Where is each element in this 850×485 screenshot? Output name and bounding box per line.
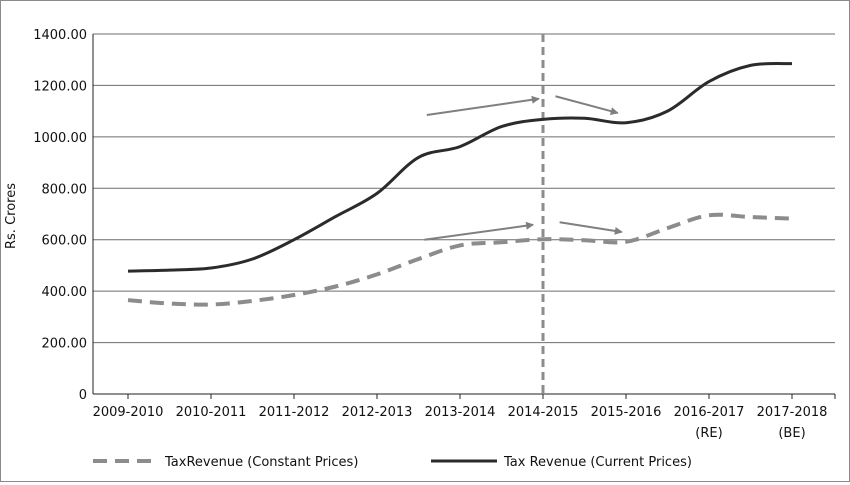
x-tick-label: 2009-2010 [93, 405, 164, 420]
x-tick-sublabel: (BE) [778, 426, 805, 441]
annotation-arrow [559, 221, 623, 235]
legend: TaxRevenue (Constant Prices) Tax Revenue… [93, 455, 692, 470]
y-tick-label: 0 [79, 388, 87, 403]
y-tick-label: 800.00 [42, 182, 88, 197]
x-tick-label: 2013-2014 [425, 405, 496, 420]
legend-current-label: Tax Revenue (Current Prices) [503, 455, 692, 470]
x-tick-label: 2015-2016 [591, 405, 662, 420]
x-tick-label: 2010-2011 [176, 405, 247, 420]
x-tick-label: 2016-2017 [674, 405, 745, 420]
y-tick-label: 1000.00 [33, 131, 87, 146]
y-tick-label: 600.00 [42, 234, 88, 249]
annotation-arrow [426, 95, 540, 116]
y-tick-label: 1400.00 [33, 28, 87, 43]
x-tick-label: 2012-2013 [342, 405, 413, 420]
annotation-arrow [424, 221, 535, 241]
x-tick-sublabel: (RE) [695, 426, 722, 441]
series-line-constant-prices [127, 212, 793, 307]
series-line-current-prices [127, 61, 793, 273]
x-tick-label: 2017-2018 [757, 405, 828, 420]
annotation-arrow [555, 95, 619, 115]
x-tick-label: 2011-2012 [259, 405, 330, 420]
legend-constant-label: TaxRevenue (Constant Prices) [164, 455, 358, 470]
y-axis-label: Rs. Crores [4, 183, 19, 249]
y-tick-label: 400.00 [42, 285, 88, 300]
y-tick-label: 200.00 [42, 337, 88, 352]
x-tick-label: 2014-2015 [508, 405, 579, 420]
y-tick-label: 1200.00 [33, 79, 87, 94]
